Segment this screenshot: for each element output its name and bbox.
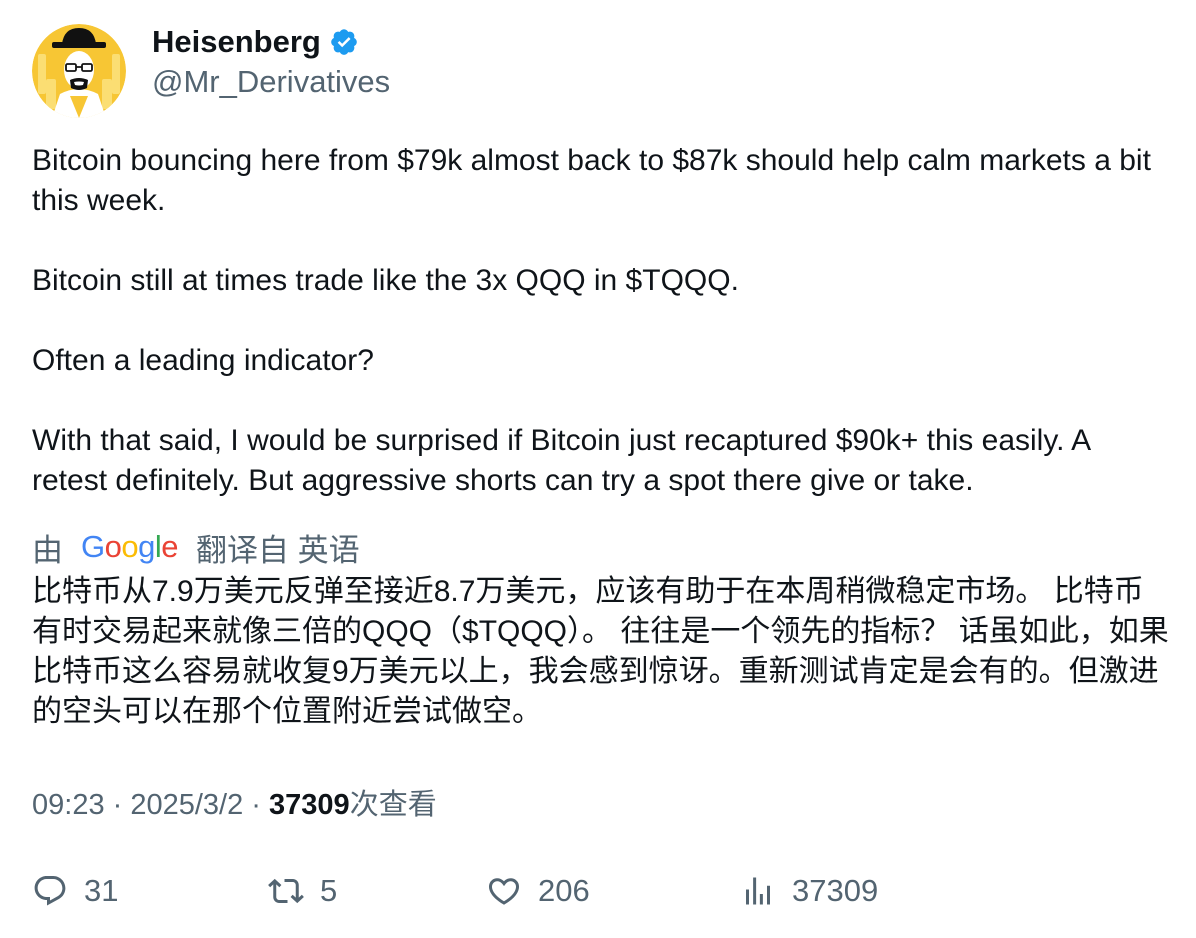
translation-prefix: 由 bbox=[32, 532, 63, 568]
reply-icon bbox=[34, 876, 66, 906]
tweet-paragraph: With that said, I would be surprised if … bbox=[32, 424, 1090, 497]
retweet-button[interactable]: 5 bbox=[268, 866, 486, 916]
like-count: 206 bbox=[538, 873, 590, 908]
avatar[interactable] bbox=[32, 24, 126, 118]
author-handle[interactable]: @Mr_Derivatives bbox=[152, 64, 391, 99]
tweet-time[interactable]: 09:23 bbox=[32, 789, 105, 821]
heisenberg-avatar-icon bbox=[32, 24, 126, 118]
tweet-date[interactable]: 2025/3/2 bbox=[130, 789, 244, 821]
tweet-body: Bitcoin bouncing here from $79k almost b… bbox=[32, 141, 1172, 501]
tweet-paragraph: Bitcoin still at times trade like the 3x… bbox=[32, 264, 739, 297]
views-label: 次查看 bbox=[349, 789, 437, 821]
display-name[interactable]: Heisenberg bbox=[152, 24, 321, 59]
views-action-count: 37309 bbox=[792, 873, 879, 908]
tweet-meta: 09:23 · 2025/3/2 · 37309次查看 bbox=[32, 782, 1172, 828]
author-names: Heisenberg @Mr_Derivatives bbox=[152, 24, 390, 102]
retweet-count: 5 bbox=[320, 873, 338, 908]
tweet-paragraph: Often a leading indicator? bbox=[32, 344, 374, 377]
analytics-icon bbox=[746, 877, 770, 905]
verified-badge-icon bbox=[329, 27, 359, 57]
retweet-icon bbox=[268, 878, 304, 904]
like-button[interactable]: 206 bbox=[486, 866, 740, 916]
views-count: 37309 bbox=[269, 789, 350, 821]
tweet-paragraph: Bitcoin bouncing here from $79k almost b… bbox=[32, 144, 1151, 217]
reply-count: 31 bbox=[84, 873, 119, 908]
heart-icon bbox=[488, 878, 520, 905]
meta-separator: · bbox=[104, 789, 131, 821]
reply-button[interactable]: 31 bbox=[32, 866, 268, 916]
tweet: Heisenberg @Mr_Derivatives Bitcoin bounc… bbox=[32, 24, 1172, 828]
meta-separator: · bbox=[243, 789, 270, 821]
translation-suffix: 翻译自 英语 bbox=[196, 532, 360, 568]
tweet-actions: 31 5 206 37309 bbox=[32, 866, 1172, 916]
translated-text: 比特币从7.9万美元反弹至接近8.7万美元，应该有助于在本周稍微稳定市场。 比特… bbox=[32, 575, 1169, 728]
views-button[interactable]: 37309 bbox=[740, 866, 940, 916]
display-name-row: Heisenberg bbox=[152, 24, 390, 60]
tweet-header: Heisenberg @Mr_Derivatives bbox=[32, 24, 1172, 124]
